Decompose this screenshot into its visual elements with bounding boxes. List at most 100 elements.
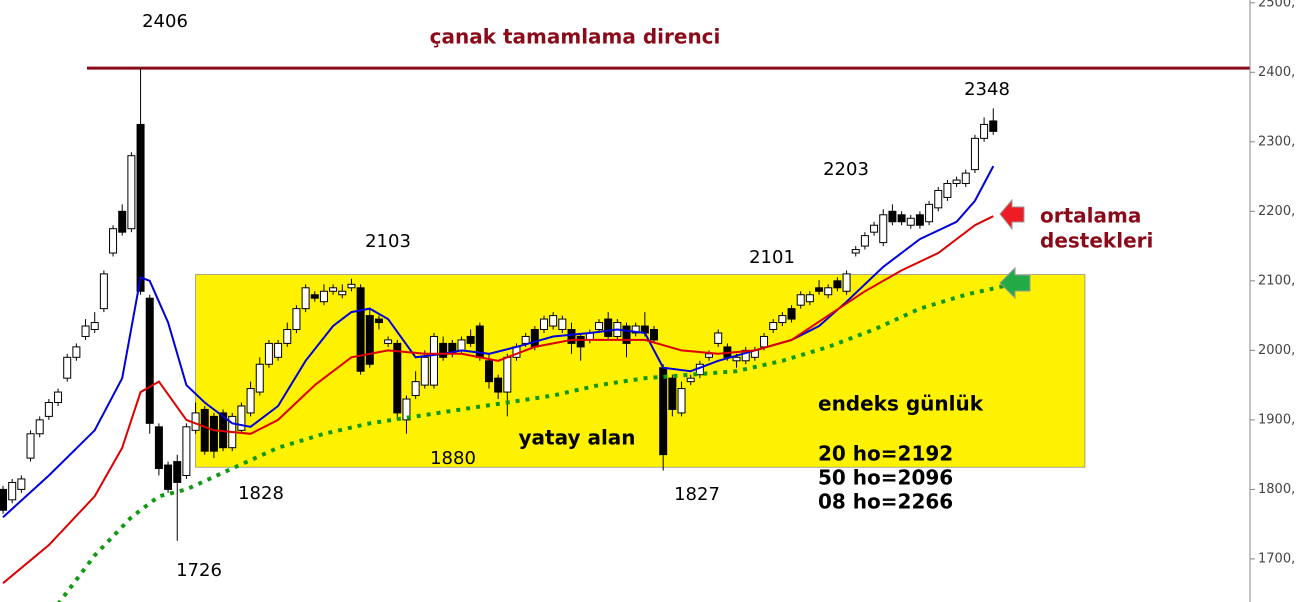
candle-body (879, 214, 888, 244)
candle-body (576, 335, 585, 348)
y-tick-label: 2400, (1258, 65, 1295, 80)
candle-body (411, 381, 420, 397)
candle-body (851, 249, 860, 254)
candle-body (292, 308, 301, 331)
candle-body (668, 377, 677, 410)
candle-body (365, 315, 374, 365)
side-note: ortalama (1040, 204, 1141, 228)
annotation: 2348 (964, 79, 1010, 100)
candle-body (8, 481, 17, 501)
annotation: 2406 (142, 11, 188, 32)
annotation: 1827 (674, 484, 720, 505)
candle-body (778, 315, 787, 324)
y-tick-label: 2100, (1258, 273, 1295, 288)
candle-body (72, 346, 81, 358)
candle-body (925, 203, 934, 223)
candle-body (842, 273, 851, 292)
background-layer: 1700, 1800, 1900, 2000, 2100, 2200, 2300, 2400,… (87, 0, 1295, 566)
candle-body (200, 408, 209, 452)
info-line: 08 ho=2266 (818, 490, 953, 514)
candle-body (970, 137, 979, 171)
candle-body (63, 356, 72, 379)
candle-body (402, 398, 411, 421)
candle-body (686, 377, 695, 383)
y-tick-label: 1700, (1258, 551, 1295, 566)
candle-body (760, 335, 769, 348)
candle-body (622, 325, 631, 344)
candle-body (595, 322, 604, 331)
candle-body (457, 339, 466, 351)
candle-body (164, 464, 173, 490)
moving-average (2, 165, 995, 518)
candle-body (347, 283, 356, 289)
candle-body (264, 342, 273, 365)
box-label: yatay alan (518, 426, 635, 450)
candle-body (209, 415, 218, 452)
candle-body (384, 339, 393, 344)
info-line: endeks günlük (818, 392, 984, 416)
candle-body (145, 297, 154, 424)
candle-body (989, 120, 998, 132)
moving-average (2, 215, 994, 584)
candle-body (897, 214, 906, 223)
candle-body (549, 315, 558, 327)
candle-body (494, 377, 503, 393)
candle-body (604, 318, 613, 337)
candle-body (805, 294, 814, 303)
candle-body (81, 325, 90, 337)
candle-body (329, 287, 338, 292)
resistance-label: çanak tamamlama direnci (430, 25, 721, 49)
candle-body (301, 287, 310, 310)
candle-body (182, 426, 191, 476)
red-arrow (999, 198, 1025, 231)
candle-body (870, 224, 879, 233)
candle-body (769, 322, 778, 331)
candle-body (860, 235, 869, 247)
candle-body (943, 183, 952, 198)
y-tick-label: 2300, (1258, 134, 1295, 149)
info-line: 20 ho=2192 (818, 442, 953, 466)
candle-body (650, 329, 659, 341)
candle-body (906, 217, 915, 226)
candle-body (888, 210, 897, 223)
candle-body (393, 342, 402, 414)
candle-body (283, 329, 292, 344)
candle-body (466, 335, 475, 344)
candle-body (915, 214, 924, 226)
candle-body (567, 329, 576, 344)
y-tick-label: 1900, (1258, 412, 1295, 427)
candle-body (796, 294, 805, 306)
candle-body (558, 318, 567, 331)
candle-body (429, 335, 438, 386)
candle-body (44, 401, 53, 417)
candle-body (136, 123, 145, 292)
candle-body (127, 155, 136, 230)
candle-body (705, 353, 714, 358)
candle-body (26, 433, 35, 459)
candle-body (173, 461, 182, 483)
candle-body (961, 172, 970, 185)
candle-body (109, 228, 118, 254)
annotation: 1880 (430, 448, 476, 469)
green-arrow (999, 266, 1031, 300)
candle-body (980, 123, 989, 139)
candle-body (631, 325, 640, 334)
candle-body (677, 388, 686, 414)
candle-body (952, 179, 961, 185)
annotation: 2103 (365, 231, 411, 252)
candle-body (732, 356, 741, 362)
candle-body (338, 290, 347, 296)
candle-body (824, 287, 833, 296)
info-line: 50 ho=2096 (818, 466, 953, 490)
side-note: destekleri (1040, 229, 1153, 253)
annotation: 1726 (176, 560, 222, 581)
candle-body (484, 360, 493, 383)
annotation: 1828 (238, 483, 284, 504)
candle-body (17, 478, 26, 490)
candle-body (118, 210, 127, 233)
candle-body (374, 318, 383, 324)
candle-body (787, 308, 796, 320)
candle-body (530, 329, 539, 348)
y-tick-label: 1800, (1258, 482, 1295, 497)
